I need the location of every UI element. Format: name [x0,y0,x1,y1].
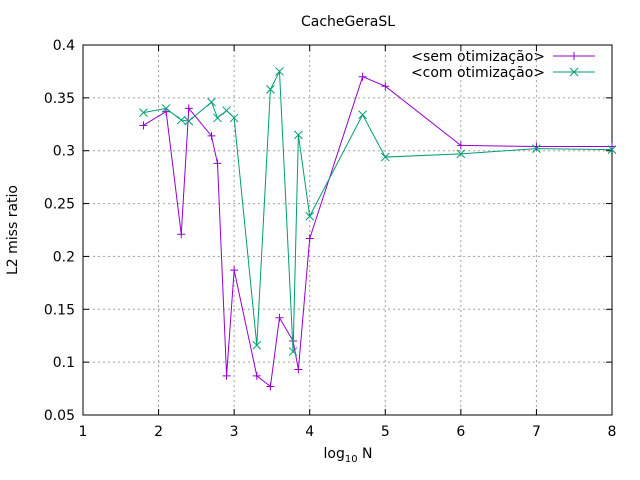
data-point [305,211,315,221]
chart-title: CacheGeraSL [301,14,395,30]
data-point [229,113,239,123]
x-tick-label: 5 [381,424,390,440]
data-point [184,116,194,126]
data-point [275,313,284,322]
data-point [288,347,298,356]
data-point [456,141,465,150]
data-point [456,149,466,159]
series-line [143,76,612,388]
data-point [294,130,303,140]
series-1 [139,72,616,391]
data-point [184,104,193,113]
y-tick-label: 0.4 [53,38,75,54]
data-point [607,145,617,155]
data-point [222,371,231,380]
x-tick-label: 8 [608,424,617,440]
grid-lines [83,45,612,415]
data-point [139,121,148,130]
x-tick-label: 6 [456,424,465,440]
plot-frame [82,44,613,416]
data-point [176,115,186,125]
x-axis-label: log10 N [323,446,372,465]
y-axis-label: L2 miss ratio [5,185,21,275]
data-point [358,110,367,120]
x-tick-label: 7 [532,424,541,440]
data-point [207,131,216,140]
legend-label: <com otimização> [411,65,545,81]
legend-marker [570,52,578,60]
data-point [266,85,275,94]
x-axis-label-subscript: 10 [345,454,358,465]
series-2 [139,67,617,356]
legend-label: <sem otimização> [411,49,545,65]
data-point [222,106,231,115]
x-tick-label: 4 [305,424,314,440]
data-point [294,365,303,374]
x-axis-label-suffix: N [358,446,373,462]
data-point [532,144,541,153]
x-axis-ticks: 1 2 3 4 5 6 7 8 [79,45,617,440]
data-point [252,340,262,350]
data-point [213,113,222,123]
data-point [139,108,148,118]
data-point [358,72,367,81]
y-tick-label: 0.05 [44,408,75,424]
legend-marker [569,67,579,77]
data-point [177,230,186,239]
x-tick-label: 1 [79,424,88,440]
legend: <sem otimização><com otimização> [411,49,595,81]
y-tick-label: 0.3 [53,144,75,160]
x-tick-label: 3 [230,424,239,440]
y-tick-label: 0.15 [44,302,75,318]
data-point [230,266,239,275]
data-point [381,82,390,91]
y-tick-label: 0.35 [44,91,75,107]
x-axis-label-main: log [323,446,344,462]
y-tick-label: 0.1 [53,355,75,371]
x-tick-label: 2 [154,424,163,440]
data-point [275,67,284,76]
data-point [266,382,275,391]
y-axis-ticks: 0.05 0.1 0.15 0.2 0.25 0.3 0.35 0.4 [44,38,612,424]
data-point [305,234,314,243]
y-tick-label: 0.2 [53,249,75,265]
data-point [252,371,261,380]
data-point [207,97,216,107]
series-layer [139,67,617,391]
data-point [161,104,171,113]
y-tick-label: 0.25 [44,197,75,213]
data-point [380,152,390,162]
data-point [213,159,222,168]
